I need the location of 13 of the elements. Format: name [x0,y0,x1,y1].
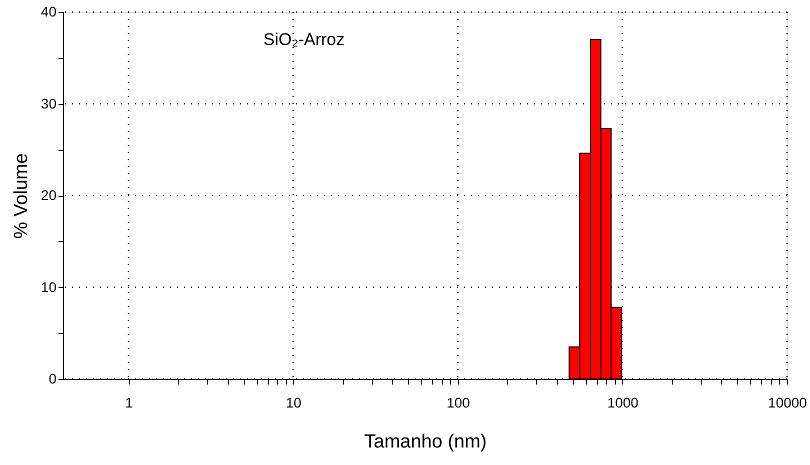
y-axis-title: % Volume [10,153,32,239]
x-tick-label: 1 [125,394,134,410]
x-tick-label: 1000 [607,394,639,410]
x-tick-label: 10000 [768,394,808,410]
x-axis-title: Tamanho (nm) [364,432,487,452]
y-tick-label: 30 [40,95,57,112]
y-tick-label: 10 [40,278,57,295]
x-tick-label: 100 [446,394,470,410]
y-tick-label: 20 [40,187,57,203]
y-tick-label: 0 [48,370,57,386]
x-tick-label: 10 [286,394,302,410]
y-tick-label: 40 [40,4,57,20]
annotation: SiO₂-Arroz [263,30,345,49]
